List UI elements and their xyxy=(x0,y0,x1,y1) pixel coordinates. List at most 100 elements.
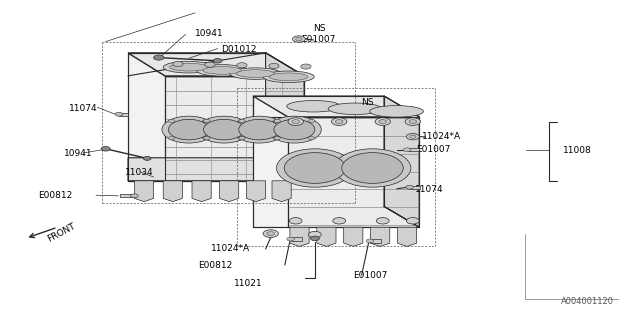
Circle shape xyxy=(410,135,416,138)
Circle shape xyxy=(273,119,280,123)
Polygon shape xyxy=(246,181,266,202)
Circle shape xyxy=(308,119,315,123)
Ellipse shape xyxy=(328,103,382,115)
Circle shape xyxy=(273,137,280,140)
Polygon shape xyxy=(128,53,165,181)
Text: NS: NS xyxy=(362,98,374,107)
Polygon shape xyxy=(128,53,304,76)
Circle shape xyxy=(289,218,302,224)
Circle shape xyxy=(213,59,222,63)
Ellipse shape xyxy=(236,70,275,77)
Ellipse shape xyxy=(274,119,315,140)
Polygon shape xyxy=(272,181,291,202)
Circle shape xyxy=(379,120,387,124)
Ellipse shape xyxy=(334,149,411,187)
Circle shape xyxy=(310,236,319,241)
Circle shape xyxy=(168,137,175,140)
Ellipse shape xyxy=(263,71,314,83)
Polygon shape xyxy=(128,158,304,181)
Circle shape xyxy=(332,118,347,125)
Polygon shape xyxy=(266,53,304,181)
Ellipse shape xyxy=(168,119,209,140)
Polygon shape xyxy=(253,96,419,117)
Circle shape xyxy=(238,119,244,123)
Circle shape xyxy=(267,232,275,236)
Ellipse shape xyxy=(287,100,340,112)
Circle shape xyxy=(333,218,346,224)
Text: 10941: 10941 xyxy=(195,29,224,38)
Circle shape xyxy=(239,119,245,123)
Circle shape xyxy=(375,118,390,125)
Text: 11034: 11034 xyxy=(125,168,154,177)
Circle shape xyxy=(205,62,215,67)
Circle shape xyxy=(376,218,389,224)
Circle shape xyxy=(308,231,321,238)
Polygon shape xyxy=(384,96,419,227)
Polygon shape xyxy=(220,181,239,202)
Circle shape xyxy=(287,237,294,241)
Circle shape xyxy=(269,63,279,68)
Text: FRONT: FRONT xyxy=(46,221,77,244)
Text: E00812: E00812 xyxy=(38,191,73,200)
Circle shape xyxy=(143,156,151,160)
Ellipse shape xyxy=(197,116,251,143)
Circle shape xyxy=(168,119,175,123)
Circle shape xyxy=(204,119,210,123)
Circle shape xyxy=(409,120,417,124)
Ellipse shape xyxy=(163,61,214,73)
Ellipse shape xyxy=(170,63,208,71)
Text: E01007: E01007 xyxy=(301,36,335,44)
Polygon shape xyxy=(397,227,417,246)
Polygon shape xyxy=(290,227,309,246)
Text: 11008: 11008 xyxy=(563,146,592,155)
Polygon shape xyxy=(407,148,419,151)
Polygon shape xyxy=(134,181,154,202)
Polygon shape xyxy=(253,96,288,227)
Circle shape xyxy=(154,55,164,60)
Ellipse shape xyxy=(284,153,346,183)
Circle shape xyxy=(403,148,411,152)
Text: D01012: D01012 xyxy=(221,45,256,54)
Circle shape xyxy=(366,239,374,243)
Circle shape xyxy=(405,118,420,125)
Circle shape xyxy=(115,112,123,116)
Ellipse shape xyxy=(268,116,321,143)
Circle shape xyxy=(335,120,343,124)
Circle shape xyxy=(406,218,419,224)
Ellipse shape xyxy=(162,116,216,143)
Polygon shape xyxy=(317,227,336,246)
Circle shape xyxy=(238,137,244,140)
Circle shape xyxy=(239,137,245,140)
Polygon shape xyxy=(410,186,420,189)
Text: 11024*A: 11024*A xyxy=(422,132,461,141)
Circle shape xyxy=(308,137,315,140)
Text: 11024*A: 11024*A xyxy=(211,244,250,253)
Polygon shape xyxy=(370,239,381,243)
Ellipse shape xyxy=(370,106,424,117)
Ellipse shape xyxy=(276,149,353,187)
Ellipse shape xyxy=(269,73,308,81)
Text: 11074: 11074 xyxy=(415,185,444,194)
Circle shape xyxy=(131,194,138,198)
Ellipse shape xyxy=(232,116,286,143)
Circle shape xyxy=(263,230,278,237)
Circle shape xyxy=(203,137,209,140)
Circle shape xyxy=(292,120,300,124)
Polygon shape xyxy=(120,194,134,197)
Text: NS: NS xyxy=(314,24,326,33)
Polygon shape xyxy=(288,117,419,227)
Polygon shape xyxy=(192,181,211,202)
Circle shape xyxy=(301,64,311,69)
Polygon shape xyxy=(165,76,304,181)
Ellipse shape xyxy=(239,119,280,140)
Circle shape xyxy=(274,119,280,123)
Polygon shape xyxy=(163,181,182,202)
Text: E00812: E00812 xyxy=(198,261,233,270)
Circle shape xyxy=(406,185,413,189)
Polygon shape xyxy=(119,113,128,116)
Ellipse shape xyxy=(196,65,248,76)
Circle shape xyxy=(204,137,210,140)
Circle shape xyxy=(406,133,419,140)
Ellipse shape xyxy=(230,68,281,79)
Ellipse shape xyxy=(203,67,241,74)
